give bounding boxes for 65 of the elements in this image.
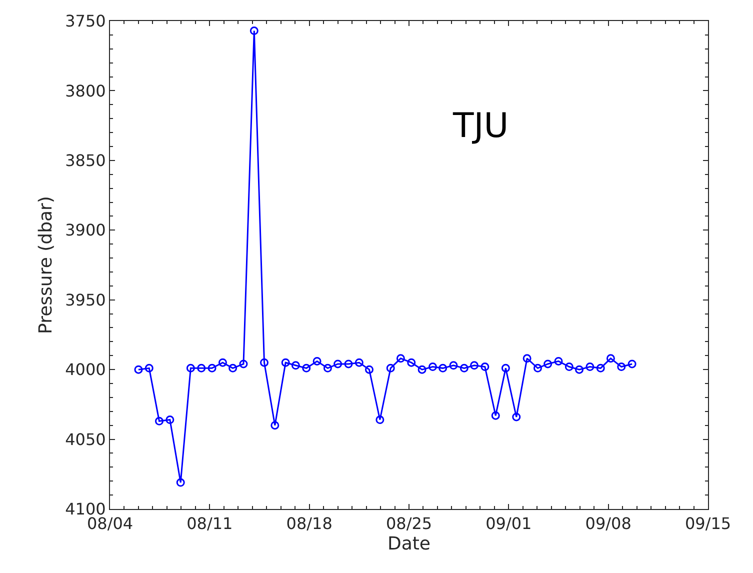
x-tick-label: 09/15 — [684, 514, 732, 534]
point — [250, 26, 258, 36]
y-tick-label: 3900 — [65, 220, 106, 240]
point — [344, 360, 353, 368]
point — [365, 365, 374, 374]
point — [628, 360, 636, 368]
point — [176, 478, 185, 487]
point — [144, 364, 154, 372]
x-tick-label: 08/18 — [286, 514, 332, 534]
point — [312, 356, 322, 366]
point — [228, 364, 238, 372]
y-axis-title: Pressure (dbar) — [35, 196, 56, 334]
x-tick-label: 08/25 — [386, 514, 432, 534]
point — [418, 365, 426, 374]
point — [186, 364, 195, 372]
point — [554, 356, 563, 366]
point — [438, 364, 448, 372]
point — [480, 362, 490, 372]
point — [134, 365, 143, 374]
point — [386, 364, 395, 372]
y-tick-label: 4050 — [65, 430, 106, 449]
point — [166, 416, 174, 424]
point — [354, 358, 364, 367]
x-tick-label: 09/08 — [585, 514, 632, 534]
point — [617, 362, 626, 372]
point — [449, 361, 458, 370]
point — [544, 360, 552, 368]
x-tick-label: 08/11 — [186, 514, 233, 534]
point — [596, 364, 605, 372]
point — [512, 412, 521, 422]
point — [154, 416, 164, 426]
y-tick-label: 3950 — [65, 290, 106, 310]
point — [522, 354, 532, 363]
point — [197, 364, 206, 372]
y-tick-label: 3800 — [65, 81, 106, 100]
point — [323, 364, 332, 372]
point — [270, 421, 280, 430]
point — [575, 365, 584, 374]
y-tick-label: 4000 — [65, 360, 106, 380]
point — [208, 364, 216, 372]
y-tick-label: 3750 — [65, 12, 106, 31]
point — [302, 364, 311, 372]
point — [407, 358, 416, 367]
point — [564, 362, 574, 372]
annotation: TJU — [452, 106, 509, 146]
point — [491, 411, 500, 420]
point — [460, 364, 468, 372]
point — [586, 362, 594, 372]
point — [396, 354, 405, 363]
x-tick-label: 08/04 — [86, 514, 134, 534]
point — [501, 364, 510, 372]
point — [281, 358, 290, 367]
point — [428, 362, 437, 372]
point — [470, 361, 479, 370]
y-tick-label: 3850 — [65, 151, 106, 170]
x-axis-title: Date — [387, 533, 431, 554]
point — [606, 354, 615, 363]
point — [334, 360, 342, 368]
point — [291, 361, 300, 370]
x-tick-label: 09/01 — [486, 514, 532, 534]
point — [376, 416, 384, 424]
point — [533, 364, 542, 372]
point — [239, 360, 248, 368]
point — [218, 358, 227, 367]
point — [260, 358, 268, 367]
